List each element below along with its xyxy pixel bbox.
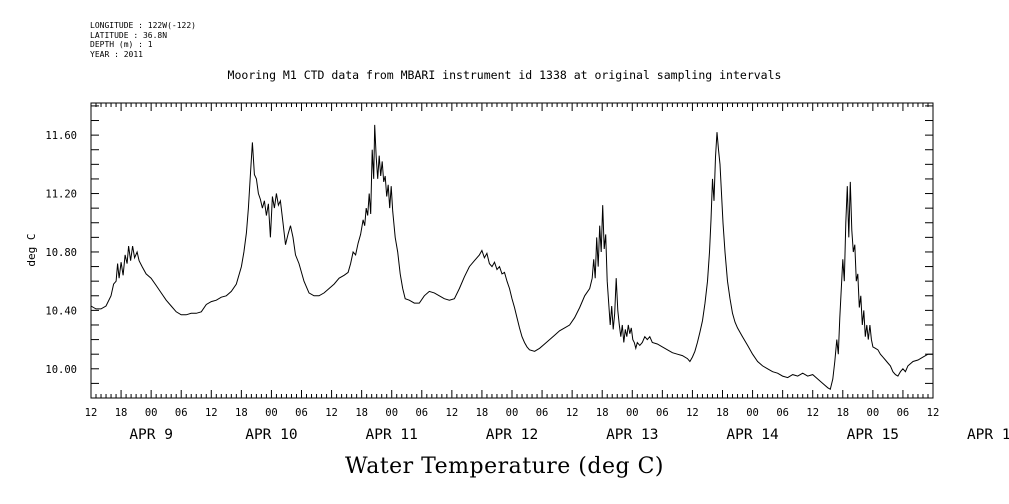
x-tick-label: 06 <box>295 407 308 419</box>
axis-ticks <box>90 103 934 399</box>
x-tick-label: 06 <box>897 407 910 419</box>
x-day-label: APR 10 <box>245 427 297 443</box>
x-tick-label: 12 <box>686 407 699 419</box>
y-tick-label: 10.40 <box>45 305 77 317</box>
x-tick-label: 12 <box>927 407 940 419</box>
x-tick-label: 06 <box>536 407 549 419</box>
meta-year: YEAR : 2011 <box>90 49 143 59</box>
x-tick-label: 00 <box>867 407 880 419</box>
x-day-label: APR 15 <box>847 427 899 443</box>
metadata-block: LONGITUDE : 122W(-122) LATITUDE : 36.8N … <box>90 21 196 59</box>
x-tick-label: 18 <box>235 407 248 419</box>
x-tick-label: 18 <box>596 407 609 419</box>
series-line-water-temperature <box>90 124 933 390</box>
y-axis-label: deg C <box>25 233 38 266</box>
x-tick-label: 06 <box>175 407 188 419</box>
x-tick-label: 12 <box>446 407 459 419</box>
x-tick-label: 00 <box>746 407 759 419</box>
meta-longitude: LONGITUDE : 122W(-122) <box>90 21 196 30</box>
y-tick-label: 11.20 <box>45 189 77 201</box>
x-tick-label: 06 <box>656 407 669 419</box>
x-tick-label: 12 <box>806 407 819 419</box>
x-tick-label: 06 <box>415 407 428 419</box>
x-tick-label: 18 <box>476 407 489 419</box>
x-tick-label: 12 <box>325 407 338 419</box>
x-day-label: APR 16 <box>967 427 1009 443</box>
bottom-title: Water Temperature (deg C) <box>345 454 664 479</box>
x-tick-label: 18 <box>716 407 729 419</box>
x-tick-label: 18 <box>355 407 368 419</box>
x-tick-label: 00 <box>506 407 519 419</box>
x-tick-label: 12 <box>566 407 579 419</box>
x-tick-label: 18 <box>836 407 849 419</box>
x-day-label: APR 14 <box>726 427 779 443</box>
meta-latitude: LATITUDE : 36.8N <box>90 30 168 40</box>
x-tick-label: 00 <box>265 407 278 419</box>
y-tick-label: 10.00 <box>45 364 77 376</box>
x-tick-label: 00 <box>145 407 158 419</box>
y-tick-label: 10.80 <box>45 247 77 259</box>
y-tick-label: 11.60 <box>45 130 77 142</box>
x-tick-label: 18 <box>115 407 128 419</box>
x-tick-label: 12 <box>85 407 98 419</box>
x-day-label: APR 12 <box>486 427 538 443</box>
axis-labels: 12 18 00 06 12 18 00 06 12 18 00 06 12 18 00 06 12 18 00 06… <box>45 130 1009 443</box>
chart-title: Mooring M1 CTD data from MBARI instrumen… <box>227 68 782 82</box>
plot-frame <box>90 102 934 399</box>
meta-depth: DEPTH (m) : 1 <box>90 40 153 49</box>
x-day-label: APR 9 <box>129 427 173 443</box>
x-tick-label: 06 <box>776 407 789 419</box>
x-tick-label: 00 <box>626 407 639 419</box>
x-day-label: APR 13 <box>606 427 658 443</box>
x-day-label: APR 11 <box>366 427 418 443</box>
x-tick-label: 12 <box>205 407 218 419</box>
x-tick-label: 00 <box>385 407 398 419</box>
